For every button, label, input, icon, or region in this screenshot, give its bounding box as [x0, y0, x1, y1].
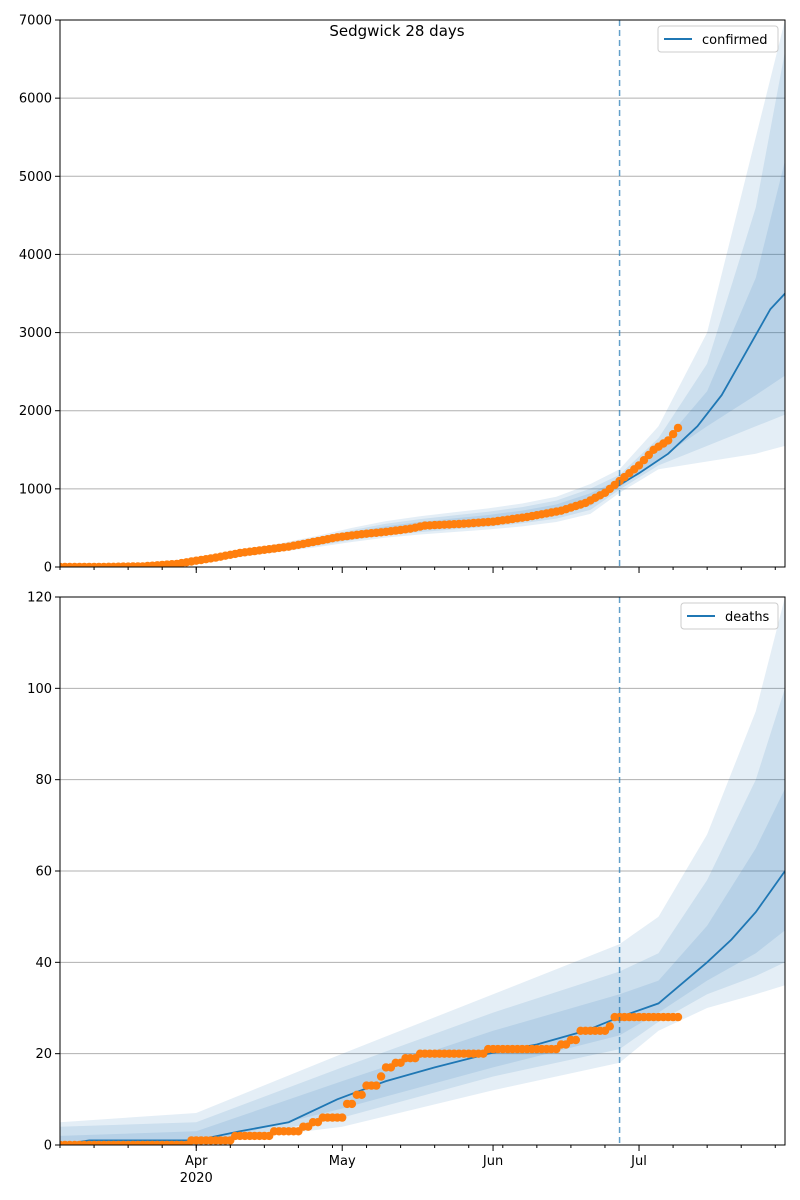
- confirmed-y-tick-label: 5000: [19, 170, 52, 185]
- chart-title: Sedgwick 28 days: [329, 22, 464, 40]
- confirmed-band-3: [60, 160, 785, 567]
- deaths-band-1: [60, 597, 785, 1145]
- deaths-plot-area: [60, 597, 785, 1145]
- confirmed-y-tick-label: 3000: [19, 326, 52, 341]
- confirmed-y-tick-label: 7000: [19, 14, 52, 29]
- confirmed-observed-point: [673, 423, 683, 433]
- x-tick-label: Apr: [185, 1154, 208, 1169]
- x-tick-label: Jun: [482, 1154, 503, 1169]
- confirmed-observed-point: [668, 430, 678, 439]
- confirmed-y-tick-label: 2000: [19, 404, 52, 419]
- x-tick-label: May: [329, 1154, 356, 1169]
- confirmed-y-tick-label: 4000: [19, 248, 52, 263]
- confirmed-observed-point: [664, 436, 673, 445]
- deaths-legend-box: [680, 602, 779, 630]
- confirmed-band-2: [60, 51, 785, 567]
- confirmed-legend-label: confirmed: [702, 33, 768, 48]
- confirmed-panel: 0 1000 2000 3000 4000 5000 6000 7000: [19, 14, 786, 576]
- confirmed-y-tick-label: 1000: [19, 482, 52, 497]
- confirmed-plot-area: [60, 20, 785, 567]
- confirmed-y-tick-label: 0: [44, 561, 52, 576]
- deaths-y-tick-label: 60: [35, 865, 52, 880]
- deaths-observed-point: [571, 1035, 580, 1045]
- confirmed-legend: confirmed: [657, 25, 779, 53]
- deaths-observed-point: [372, 1081, 381, 1090]
- deaths-observed-point: [357, 1090, 366, 1100]
- confirmed-legend-box: [657, 25, 779, 53]
- deaths-observed-point: [673, 1012, 683, 1022]
- deaths-y-tick-label: 120: [27, 591, 52, 606]
- deaths-legend: deaths: [680, 602, 779, 630]
- x-tick-year-label: 2020: [180, 1171, 213, 1186]
- deaths-panel: 0 20 40 60 80 100 120 Apr 2020 May Jun Jul: [27, 591, 786, 1186]
- confirmed-band-1: [60, 20, 785, 567]
- deaths-y-tick-label: 20: [35, 1047, 52, 1062]
- deaths-y-tick-label: 100: [27, 682, 52, 697]
- deaths-y-tick-label: 0: [44, 1139, 52, 1154]
- confirmed-axes-frame: [59, 19, 786, 568]
- deaths-y-tick-label: 40: [35, 956, 52, 971]
- deaths-observed-point: [605, 1022, 614, 1031]
- confirmed-y-tick-label: 6000: [19, 92, 52, 107]
- deaths-observed-point: [376, 1072, 386, 1081]
- deaths-model-line: [60, 870, 785, 1145]
- deaths-y-tick-label: 80: [35, 773, 52, 788]
- deaths-legend-label: deaths: [725, 610, 770, 625]
- deaths-band-3: [60, 788, 785, 1145]
- deaths-observed-point: [347, 1099, 357, 1109]
- x-tick-label: Jul: [630, 1154, 647, 1169]
- deaths-observed-point: [338, 1113, 347, 1122]
